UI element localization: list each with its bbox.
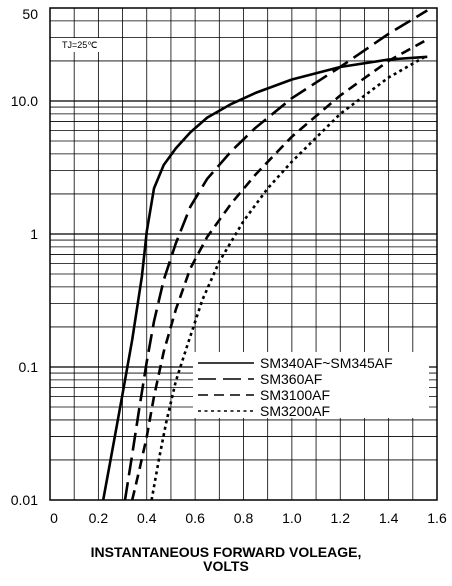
legend-label: SM3200AF (260, 403, 330, 419)
x-tick-label: 0.8 (234, 510, 254, 526)
x-tick-label: 1.0 (282, 510, 302, 526)
legend-label: SM360AF (260, 371, 322, 387)
x-tick-label: 1.2 (331, 510, 351, 526)
temperature-annotation: TJ=25℃ (58, 38, 116, 52)
x-axis-title: INSTANTANEOUS FORWARD VOLEAGE, (90, 544, 362, 560)
series-line (150, 54, 428, 501)
x-axis-title-line2: VOLTS (203, 558, 249, 574)
x-axis-ticks: 0 0.2 0.4 0.6 0.8 1.0 1.2 1.4 1.6 (50, 510, 447, 526)
x-tick-label: 1.4 (379, 510, 399, 526)
y-tick-label: 0.1 (19, 359, 39, 375)
x-tick-label: 0.6 (185, 510, 205, 526)
x-tick-label: 0.2 (89, 510, 109, 526)
x-tick-label: 0.4 (137, 510, 157, 526)
y-tick-label: 50 (22, 6, 38, 22)
x-tick-label: 0 (50, 510, 58, 526)
series-curves (101, 9, 428, 501)
temperature-label: TJ=25℃ (62, 40, 97, 50)
y-axis-ticks: 0.01 0.1 1 10.0 50 (11, 6, 38, 508)
legend-label: SM3100AF (260, 387, 330, 403)
plot-frame (49, 7, 438, 501)
grid (50, 8, 437, 500)
x-tick-label: 1.6 (427, 510, 447, 526)
y-tick-label: 0.01 (11, 492, 38, 508)
series-line (101, 55, 428, 501)
y-tick-label: 10.0 (11, 93, 38, 109)
y-tick-label: 1 (30, 226, 38, 242)
series-line (130, 38, 428, 501)
series-line (123, 9, 428, 501)
legend-label: SM340AF~SM345AF (260, 355, 393, 371)
